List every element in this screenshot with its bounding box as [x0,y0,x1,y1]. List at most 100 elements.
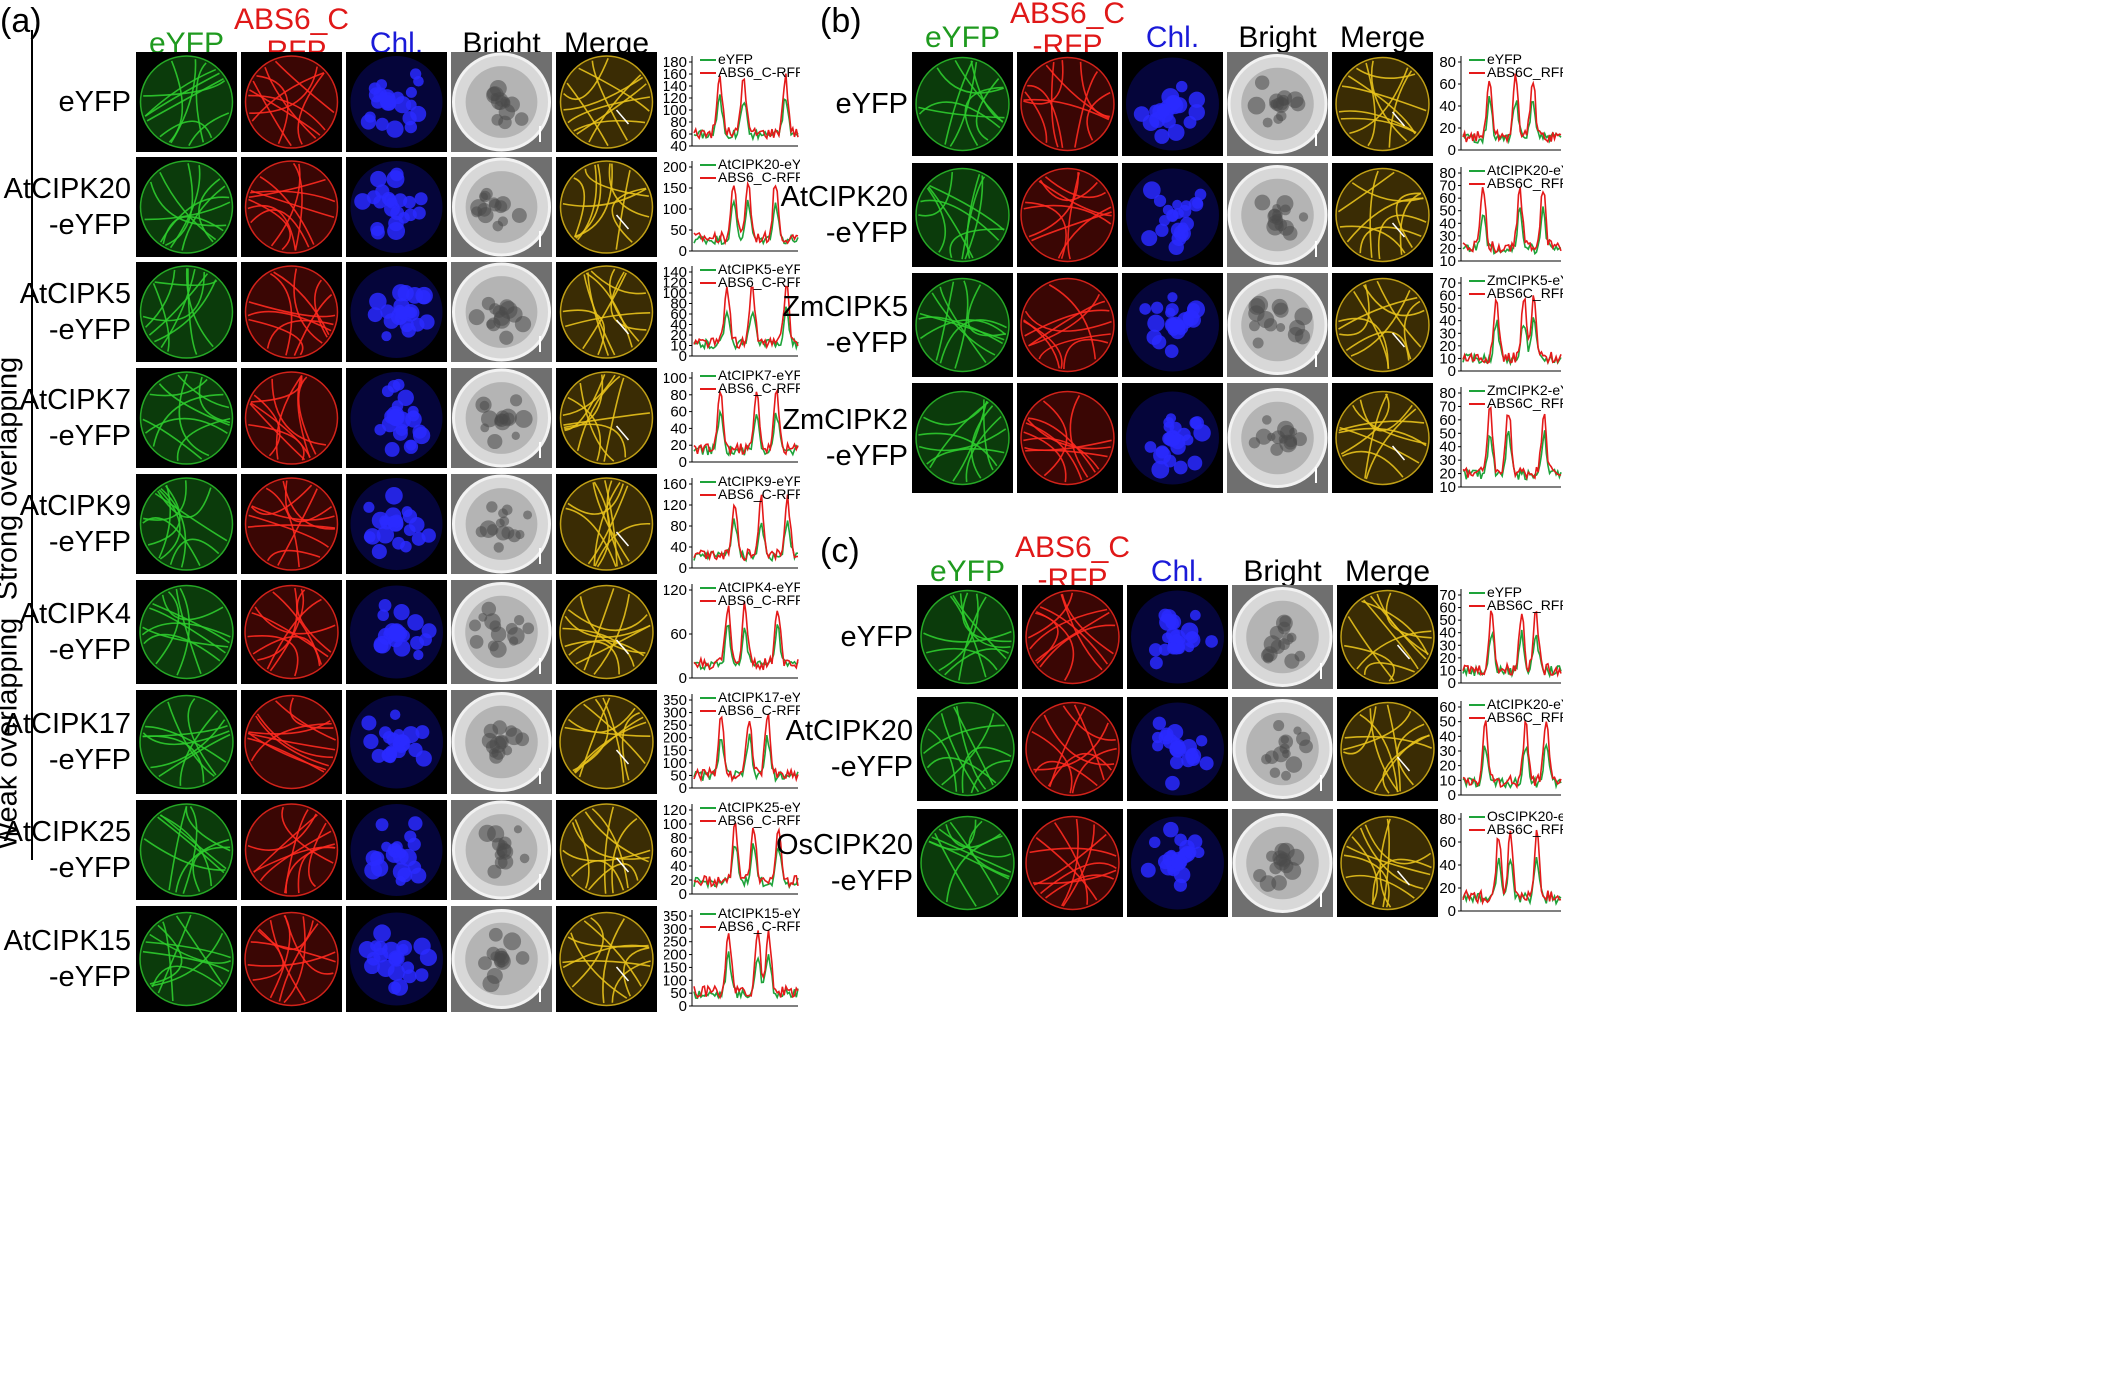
merge-image [1332,273,1433,377]
rfp-image [241,800,342,900]
y-tick-label: 20 [1439,650,1456,667]
legend-label-green: AtCIPK5-eYFP [718,262,800,277]
red-trace [1462,610,1562,678]
y-tick-label: 300 [664,921,687,938]
legend-label-green: AtCIPK7-eYFP [718,368,800,383]
chlorophyll-image [346,368,447,468]
y-tick-label: 140 [664,78,687,95]
y-tick-label: 20 [1439,466,1456,483]
chlorophyll-image [1127,585,1228,689]
y-tick-label: 50 [1439,300,1456,317]
rfp-image [241,906,342,1012]
y-tick-label: 60 [1439,288,1456,305]
chlorophyll-image [346,906,447,1012]
legend-label-green: OsCIPK20-eYFP [1487,809,1563,824]
eyfp-image [136,368,237,468]
red-trace [693,601,799,672]
row-label-line: ZmCIPK2 [782,404,908,436]
row-label-line: -eYFP [48,852,131,885]
bright-field-image [1232,585,1333,689]
column-header-line: ABS6_C [233,3,350,36]
row-label-line: AtCIPK25 [3,816,131,848]
merge-image [1332,383,1433,493]
chlorophyll-image [346,800,447,900]
y-tick-label: 30 [1439,228,1456,245]
red-trace [693,180,799,246]
y-tick-label: 40 [1439,439,1456,456]
y-tick-label: 10 [670,338,687,355]
y-tick-label: 40 [1439,98,1456,115]
merge-image [556,690,657,794]
y-tick-label: 40 [670,539,687,556]
y-tick-label: 40 [1439,728,1456,745]
row-label-line: OsCIPK20 [776,829,913,861]
y-tick-label: 120 [664,497,687,514]
legend-label-green: eYFP [718,52,753,67]
row-label: AtCIPK20 -eYFP [4,171,131,244]
rfp-image [1022,809,1123,917]
merge-image [556,906,657,1012]
red-trace [1462,406,1562,481]
y-tick-label: 0 [1448,903,1456,917]
row-label: AtCIPK17 -eYFP [4,706,131,779]
y-tick-label: 30 [1439,637,1456,654]
column-header: Bright [1238,21,1317,54]
y-tick-label: 60 [670,404,687,421]
y-tick-label: 20 [1439,240,1456,257]
row-label: AtCIPK25 -eYFP [4,814,131,887]
row-label: eYFP [840,619,913,655]
chlorophyll-image [346,580,447,684]
y-tick-label: 0 [679,670,687,684]
row-label-line: -eYFP [48,961,131,994]
column-header-line: ABS6_C [1014,531,1131,564]
red-trace [693,822,799,889]
bright-field-image [451,800,552,900]
row-label: ZmCIPK5 -eYFP [782,289,908,362]
y-tick-label: 80 [1439,54,1456,71]
eyfp-image [136,800,237,900]
y-tick-label: 100 [664,816,687,833]
y-tick-label: 70 [1439,178,1456,195]
y-tick-label: 80 [670,518,687,535]
row-label: AtCIPK5 -eYFP [20,276,131,349]
intensity-profile-plot: 40 60 80 100 120 140 160 180 eYFP ABS6_C-RFP [664,52,800,152]
column-header: ABS6_C -RFP [1009,0,1126,61]
y-tick-label: 80 [1439,811,1456,828]
chlorophyll-image [346,474,447,574]
y-tick-label: 20 [670,872,687,889]
y-tick-label: 60 [1439,699,1456,716]
y-tick-label: 40 [1439,857,1456,874]
y-tick-label: 200 [664,947,687,964]
legend-label-green: AtCIPK20-eYFP [1487,697,1563,712]
y-tick-label: 200 [664,730,687,747]
row-label-line: -eYFP [48,634,131,667]
y-tick-label: 70 [1439,275,1456,292]
row-label: eYFP [58,84,131,120]
y-tick-label: 80 [670,387,687,404]
column-header: eYFP [924,21,1001,54]
chlorophyll-image [1122,163,1223,267]
column-header: Chl. [1145,21,1200,54]
rfp-image [1017,52,1118,156]
legend-label-red: ABS6C_RFP [1487,285,1563,301]
legend-label-green: AtCIPK20-eYFP [718,157,800,172]
y-tick-label: 0 [679,243,687,257]
y-tick-label: 60 [1439,190,1456,207]
row-label-line: -eYFP [48,314,131,347]
bright-field-image [451,262,552,362]
y-tick-label: 180 [664,54,687,71]
y-tick-label: 250 [664,934,687,951]
intensity-profile-plot: 0 20 40 60 80 eYFP ABS6C_RFP [1433,52,1563,156]
y-tick-label: 10 [1439,662,1456,679]
y-tick-label: 0 [1448,787,1456,801]
bright-field-image [451,906,552,1012]
y-tick-label: 60 [1439,834,1456,851]
eyfp-image [917,809,1018,917]
